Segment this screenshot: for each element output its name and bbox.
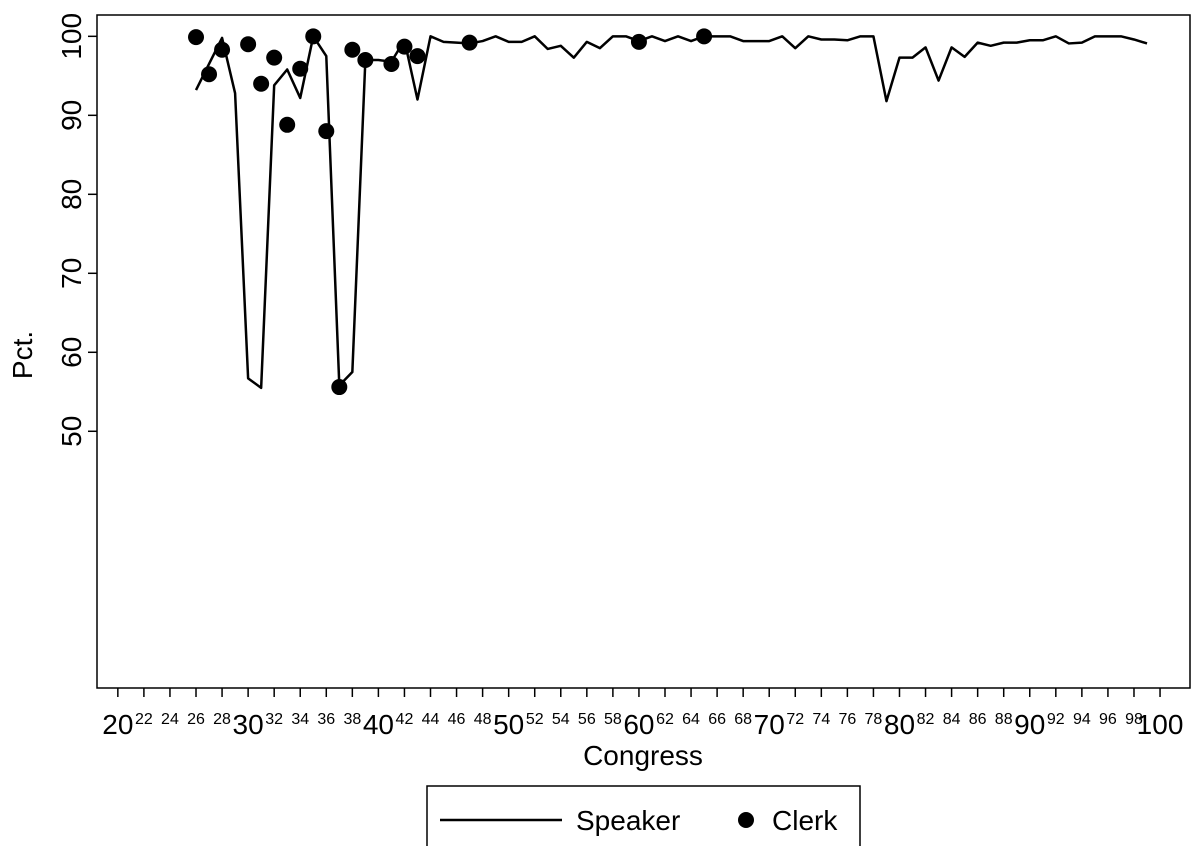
clerk-point — [318, 123, 335, 140]
x-tick-label: 58 — [604, 711, 622, 728]
x-tick-label: 68 — [734, 711, 752, 728]
x-tick-label: 42 — [396, 711, 414, 728]
y-tick-label: 60 — [56, 337, 87, 368]
clerk-point — [331, 379, 348, 396]
y-tick-label: 100 — [56, 13, 87, 60]
x-tick-label: 48 — [474, 711, 492, 728]
clerk-point — [201, 66, 218, 83]
clerk-point — [214, 41, 231, 58]
x-tick-label: 96 — [1099, 711, 1117, 728]
x-tick-label: 28 — [213, 711, 231, 728]
x-tick-label: 46 — [448, 711, 466, 728]
x-tick-label: 98 — [1125, 711, 1143, 728]
x-tick-label: 56 — [578, 711, 596, 728]
x-tick-label: 86 — [969, 711, 987, 728]
x-tick-label: 32 — [265, 711, 283, 728]
legend-marker — [738, 812, 754, 828]
x-tick-label: 20 — [102, 709, 133, 740]
y-tick-label: 50 — [56, 416, 87, 447]
clerk-point — [266, 49, 283, 66]
clerk-point — [305, 28, 322, 45]
clerk-point — [344, 41, 361, 58]
clerk-point — [630, 33, 647, 50]
x-tick-label: 94 — [1073, 711, 1091, 728]
clerk-point — [253, 75, 270, 92]
clerk-point — [279, 116, 296, 133]
clerk-point — [409, 48, 426, 65]
x-tick-label: 82 — [917, 711, 935, 728]
x-tick-label: 34 — [291, 711, 309, 728]
clerk-point — [240, 36, 257, 53]
x-tick-label: 50 — [493, 709, 524, 740]
plot-frame — [96, 14, 1191, 689]
speaker-line — [194, 35, 1148, 390]
x-tick-label: 30 — [233, 709, 264, 740]
clerk-point — [188, 29, 205, 46]
legend-label: Clerk — [772, 805, 838, 836]
x-tick-label: 100 — [1137, 709, 1184, 740]
x-tick-label: 38 — [343, 711, 361, 728]
x-tick-label: 26 — [187, 711, 205, 728]
x-tick-label: 40 — [363, 709, 394, 740]
x-tick-label: 52 — [526, 711, 544, 728]
clerk-point — [383, 55, 400, 72]
x-tick-label: 54 — [552, 711, 570, 728]
y-tick-label: 90 — [56, 100, 87, 131]
clerk-point — [396, 38, 413, 55]
y-axis-label: Pct. — [7, 331, 38, 379]
clerk-point — [696, 28, 713, 45]
x-tick-label: 84 — [943, 711, 961, 728]
x-tick-label: 22 — [135, 711, 153, 728]
x-tick-label: 66 — [708, 711, 726, 728]
x-axis-label: Congress — [583, 740, 703, 771]
x-tick-label: 70 — [754, 709, 785, 740]
x-tick-label: 76 — [838, 711, 856, 728]
x-tick-label: 64 — [682, 711, 700, 728]
x-tick-label: 78 — [865, 711, 883, 728]
legend-label: Speaker — [576, 805, 680, 836]
x-tick-label: 80 — [884, 709, 915, 740]
x-tick-label: 44 — [422, 711, 440, 728]
clerk-point — [292, 60, 309, 77]
y-tick-label: 70 — [56, 258, 87, 289]
x-tick-label: 74 — [812, 711, 830, 728]
legend-box — [426, 785, 861, 846]
clerk-point — [357, 52, 374, 69]
clerk-point — [461, 34, 478, 51]
x-tick-label: 36 — [317, 711, 335, 728]
x-tick-label: 72 — [786, 711, 804, 728]
x-tick-label: 24 — [161, 711, 179, 728]
x-tick-label: 62 — [656, 711, 674, 728]
x-tick-label: 60 — [623, 709, 654, 740]
x-tick-label: 92 — [1047, 711, 1065, 728]
x-tick-label: 90 — [1014, 709, 1045, 740]
y-tick-label: 80 — [56, 179, 87, 210]
x-tick-label: 88 — [995, 711, 1013, 728]
